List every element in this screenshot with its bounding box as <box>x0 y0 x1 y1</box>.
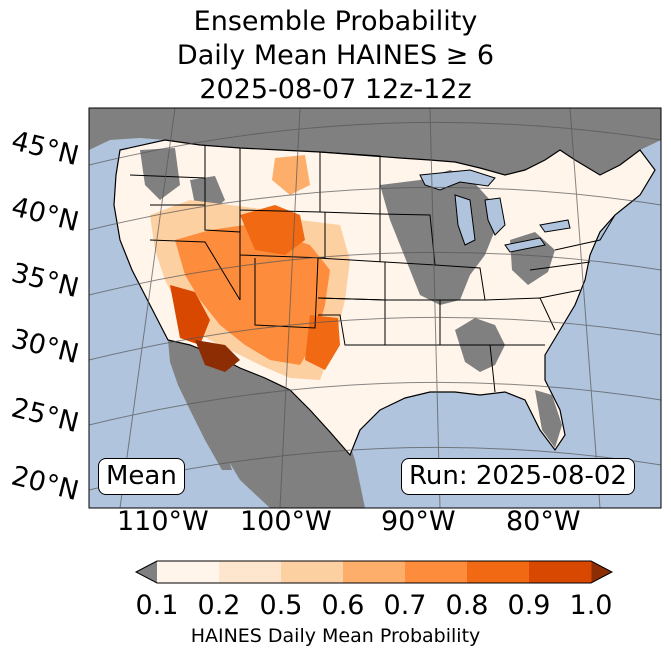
colorbar-under-arrow <box>136 561 157 583</box>
great-lakes <box>419 169 571 253</box>
run-label: Run: 2025-08-02 <box>401 458 635 495</box>
colorbar-label: HAINES Daily Mean Probability <box>190 625 481 647</box>
colorbar-tick-label: 0.6 <box>321 590 365 621</box>
colorbar-tick-label: 0.7 <box>383 590 427 621</box>
mean-label: Mean <box>98 458 185 495</box>
colorbar-tick-label: 0.2 <box>197 590 241 621</box>
lon-label-110: 110°W <box>117 506 209 537</box>
colorbar-tick-label: 0.5 <box>259 590 303 621</box>
colorbar-bin-4 <box>405 561 468 583</box>
title-line-1: Ensemble Probability <box>193 6 478 37</box>
title-line-3: 2025-08-07 12z-12z <box>199 74 472 105</box>
colorbar-over-arrow <box>591 561 612 583</box>
lon-label-100: 100°W <box>240 506 332 537</box>
colorbar-bin-1 <box>219 561 282 583</box>
colorbar-tick-label: 0.9 <box>507 590 551 621</box>
colorbar <box>134 560 614 584</box>
baja-peninsula <box>168 340 232 470</box>
colorbar-tick-label: 0.8 <box>445 590 489 621</box>
prob-0.9 <box>170 285 210 345</box>
colorbar-bin-6 <box>529 561 592 583</box>
mexico-land <box>168 340 365 508</box>
lon-label-90: 90°W <box>381 506 456 537</box>
prob-0.6-north <box>272 155 310 195</box>
northwest-missing <box>140 148 180 200</box>
colorbar-bin-0 <box>157 561 220 583</box>
florida-missing <box>535 390 562 448</box>
prob-1.0 <box>195 340 240 372</box>
lon-label-80: 80°W <box>506 506 581 537</box>
map-frame <box>88 107 662 509</box>
state-boundaries <box>129 146 616 393</box>
prob-0.8 <box>240 205 305 255</box>
colorbar-bin-2 <box>281 561 344 583</box>
prob-0.8-nm <box>305 315 340 370</box>
colorbar-tick-label: 1.0 <box>569 590 613 621</box>
title-line-2: Daily Mean HAINES ≥ 6 <box>176 40 495 71</box>
colorbar-outline <box>134 560 614 584</box>
colorbar-bin-3 <box>343 561 406 583</box>
colorbar-bin-5 <box>467 561 530 583</box>
colorbar-tick-label: 0.1 <box>135 590 179 621</box>
